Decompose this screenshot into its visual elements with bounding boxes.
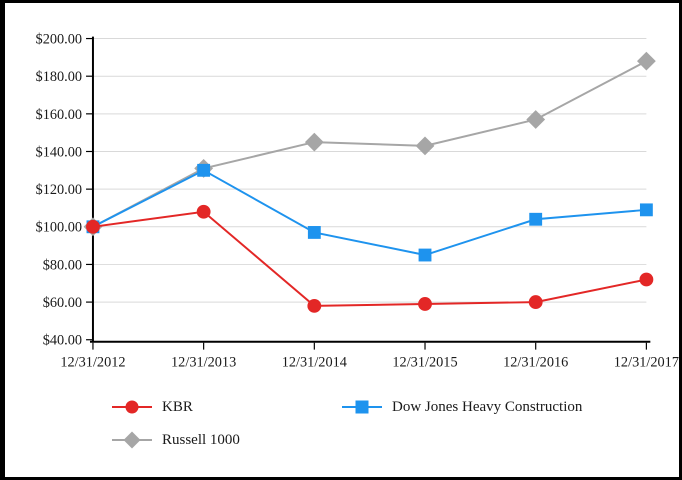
data-point-square [197, 163, 211, 177]
stock-performance-chart: $40.00 $60.00 $80.00 $100.00 $120.00 $140.00 $… [36, 31, 679, 370]
data-point-diamond [526, 110, 546, 129]
y-tick-label: $80.00 [43, 257, 82, 273]
x-tick-label: 12/31/2016 [503, 354, 568, 370]
series-line [92, 210, 647, 307]
x-tick-label: 12/31/2015 [392, 354, 457, 370]
y-tick-label: $180.00 [36, 69, 83, 85]
russell-1000-diamond-marker-icon [123, 431, 141, 449]
x-tick-label: 12/31/2014 [282, 354, 347, 370]
legend-label-russell-1000: Russell 1000 [162, 431, 240, 448]
data-point-square [639, 203, 653, 217]
series-line [92, 60, 647, 228]
russell-1000-line-marker-swatch [112, 431, 152, 449]
y-tick-label: $40.00 [43, 333, 82, 349]
series-line [92, 169, 647, 257]
data-point-circle [528, 295, 543, 310]
data-point-square [307, 226, 321, 239]
series-russell-1000 [83, 51, 656, 237]
legend-item-russell-1000: Russell 1000 [112, 430, 342, 450]
dow-jones-line-marker-swatch [342, 399, 382, 415]
data-point-circle [86, 219, 100, 234]
kbr-line-marker-swatch [112, 399, 152, 415]
y-tick-label: $160.00 [36, 107, 83, 123]
data-point-square [529, 212, 543, 226]
series-kbr [86, 204, 654, 313]
legend-item-dow-jones-heavy-construction: Dow Jones Heavy Construction [342, 397, 582, 417]
y-tick-label: $100.00 [36, 220, 83, 236]
x-tick-label: 12/31/2012 [60, 354, 125, 370]
legend-label-kbr: KBR [162, 398, 193, 415]
kbr-circle-marker-icon [125, 400, 139, 414]
axes: $40.00 $60.00 $80.00 $100.00 $120.00 $140.00 $… [36, 31, 679, 370]
x-tick-label: 12/31/2017 [614, 354, 679, 370]
legend-label-dow-jones-heavy-construction: Dow Jones Heavy Construction [392, 398, 583, 415]
data-point-diamond [304, 132, 324, 152]
y-tick-label: $60.00 [43, 295, 82, 311]
data-point-square [418, 248, 432, 262]
data-point-circle [196, 204, 211, 219]
data-point-circle [307, 298, 322, 313]
data-point-circle [418, 297, 432, 311]
data-point-diamond [415, 136, 435, 156]
data-point-circle [639, 272, 654, 287]
chart-legend: KBR Dow Jones Heavy Construction Russell… [112, 397, 582, 450]
y-tick-label: $200.00 [36, 31, 83, 47]
data-point-diamond [636, 51, 656, 71]
series-dow-jones-heavy-construction [86, 163, 653, 262]
x-tick-label: 12/31/2013 [171, 354, 236, 370]
y-tick-label: $140.00 [36, 144, 83, 160]
dow-jones-square-marker-icon [355, 400, 369, 414]
y-tick-label: $120.00 [36, 182, 83, 198]
legend-item-kbr: KBR [112, 397, 342, 417]
